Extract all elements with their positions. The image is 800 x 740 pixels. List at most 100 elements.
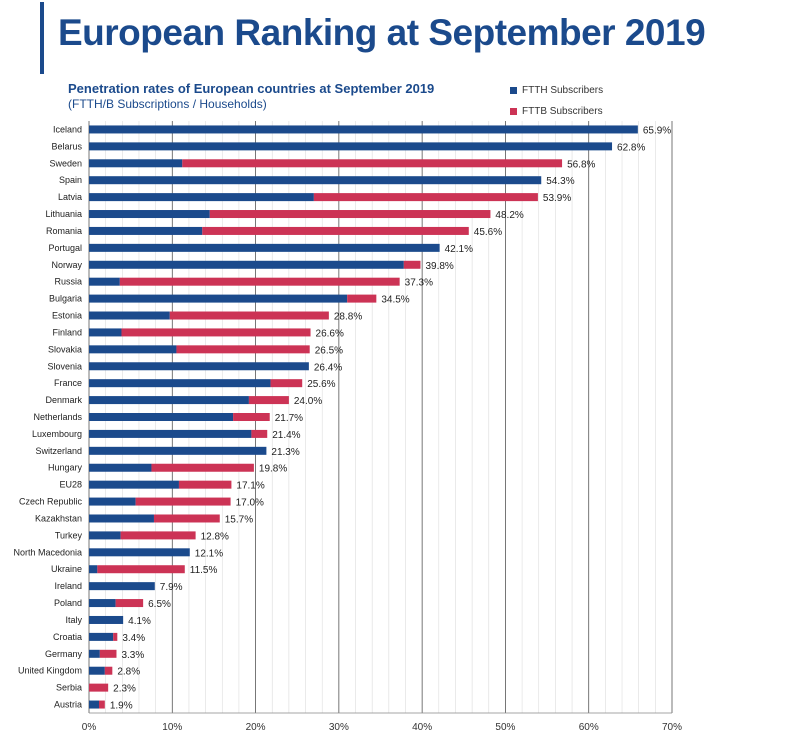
bar-segment-fttb	[113, 632, 118, 641]
data-label: 21.7%	[275, 413, 303, 424]
bar-segment-ftth	[89, 125, 638, 134]
legend-label-fttb: FTTB Subscribers	[522, 106, 603, 117]
category-label: Netherlands	[33, 412, 82, 422]
bar-segment-ftth	[89, 277, 120, 286]
bar-segment-fttb	[403, 260, 421, 269]
bar-segment-ftth	[89, 413, 234, 421]
data-label: 2.8%	[117, 667, 140, 678]
data-label: 26.6%	[316, 328, 344, 339]
bar-segment-fttb	[169, 311, 329, 320]
bar-segment-ftth	[89, 615, 124, 624]
legend-swatch-fttb	[510, 108, 517, 115]
x-tick-label: 50%	[495, 722, 515, 733]
data-label: 54.3%	[546, 176, 574, 187]
bar-segment-ftth	[89, 260, 404, 269]
legend-swatch-ftth	[510, 87, 517, 94]
bar-segment-fttb	[248, 396, 289, 405]
data-label: 17.1%	[236, 481, 264, 492]
category-label: Iceland	[53, 124, 82, 134]
data-label: 25.6%	[307, 379, 335, 390]
category-label: Sweden	[49, 158, 82, 168]
bar-segment-fttb	[233, 413, 270, 421]
category-label: Slovenia	[47, 361, 82, 371]
page-title: European Ranking at September 2019	[58, 12, 706, 53]
category-label: Germany	[45, 649, 83, 659]
bar-segment-fttb	[270, 379, 303, 388]
data-label: 3.4%	[122, 633, 145, 644]
bar-segment-fttb	[176, 345, 310, 354]
bar-segment-ftth	[89, 480, 179, 489]
category-label: Kazakhstan	[35, 513, 82, 523]
data-label: 56.8%	[567, 159, 595, 170]
category-label: Slovakia	[48, 344, 82, 354]
chart-legend: FTTH Subscribers FTTB Subscribers	[510, 80, 603, 122]
data-label: 48.2%	[495, 210, 523, 221]
bar-segment-fttb	[89, 683, 109, 692]
data-label: 65.9%	[643, 125, 671, 136]
bar-segment-ftth	[89, 193, 314, 202]
data-label: 11.5%	[190, 565, 218, 576]
bar-segment-ftth	[89, 582, 155, 591]
category-label: Poland	[54, 598, 82, 608]
category-label: Belarus	[51, 141, 82, 151]
data-label: 12.1%	[195, 548, 223, 559]
bar-segment-ftth	[89, 345, 177, 354]
category-label: Ireland	[54, 581, 82, 591]
bar-segment-ftth	[89, 565, 98, 574]
bar-segment-ftth	[89, 531, 121, 540]
data-label: 62.8%	[617, 142, 645, 153]
category-label: Serbia	[56, 683, 82, 693]
category-label: Estonia	[52, 311, 82, 321]
bar-segment-fttb	[121, 328, 311, 337]
bar-segment-ftth	[89, 632, 114, 641]
category-label: Hungary	[48, 463, 83, 473]
bar-segment-ftth	[89, 429, 252, 438]
category-label: Luxembourg	[32, 429, 82, 439]
bar-segment-ftth	[89, 159, 183, 168]
data-label: 28.8%	[334, 312, 362, 323]
legend-label-ftth: FTTH Subscribers	[522, 85, 604, 96]
bar-segment-ftth	[89, 176, 542, 185]
bar-segment-fttb	[151, 463, 254, 472]
data-label: 17.0%	[236, 498, 264, 509]
data-label: 53.9%	[543, 193, 571, 204]
data-label: 26.5%	[315, 345, 343, 356]
category-label: Turkey	[55, 530, 83, 540]
bar-segment-fttb	[313, 193, 538, 202]
bar-segment-ftth	[89, 379, 271, 388]
bar-segment-ftth	[89, 142, 613, 151]
category-label: France	[54, 378, 82, 388]
bar-segment-fttb	[182, 159, 563, 168]
category-label: Bulgaria	[49, 294, 82, 304]
bar-segment-ftth	[89, 226, 203, 235]
bar-segment-ftth	[89, 497, 136, 506]
bar-segment-ftth	[89, 463, 152, 472]
bar-segment-fttb	[202, 226, 469, 235]
data-label: 1.9%	[110, 701, 133, 712]
category-label: Norway	[51, 260, 82, 270]
category-label: Ukraine	[51, 564, 82, 574]
category-label: Czech Republic	[19, 497, 83, 507]
bar-segment-fttb	[120, 531, 196, 540]
category-label: Portugal	[48, 243, 82, 253]
data-label: 15.7%	[225, 514, 253, 525]
data-label: 37.3%	[405, 278, 433, 289]
data-label: 42.1%	[445, 244, 473, 255]
category-label: Denmark	[45, 395, 82, 405]
x-tick-label: 60%	[579, 722, 599, 733]
bar-segment-ftth	[89, 210, 210, 219]
category-label: North Macedonia	[13, 547, 82, 557]
data-label: 4.1%	[128, 616, 151, 627]
bar-segment-ftth	[89, 514, 154, 523]
category-label: United Kingdom	[18, 666, 82, 676]
title-accent-bar	[40, 2, 44, 74]
data-label: 2.3%	[113, 684, 136, 695]
bar-segment-fttb	[104, 666, 113, 675]
x-tick-label: 10%	[162, 722, 182, 733]
bar-segment-ftth	[89, 666, 105, 675]
data-label: 6.5%	[148, 599, 171, 610]
bar-segment-fttb	[115, 599, 144, 608]
data-label: 21.3%	[271, 447, 299, 458]
data-label: 7.9%	[160, 582, 183, 593]
category-label: Italy	[65, 615, 82, 625]
